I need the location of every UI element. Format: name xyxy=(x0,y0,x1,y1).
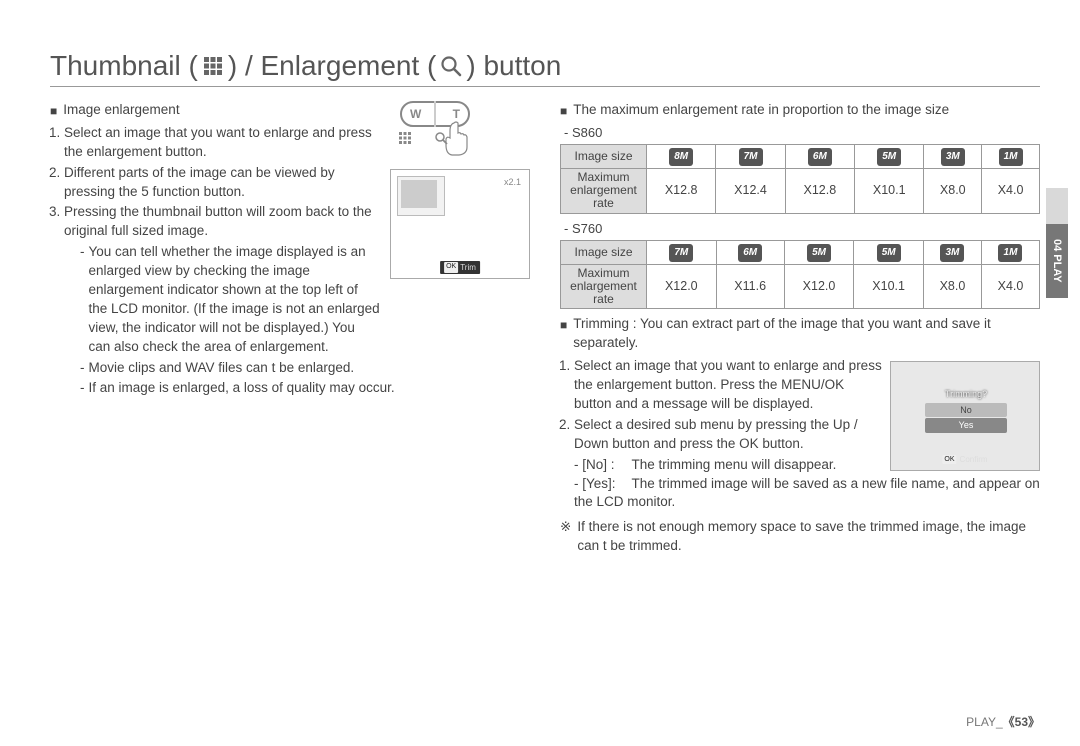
bullet-icon: ■ xyxy=(560,103,567,120)
thumbnail-grid-icon xyxy=(202,55,224,77)
rate-cell: X12.4 xyxy=(716,169,785,214)
lcd-trim-label: Trim xyxy=(460,262,476,273)
row-max-rate: Maximum enlargement rate xyxy=(561,264,647,309)
page-footer: PLAY_《53》 xyxy=(966,713,1040,730)
title-enlargement-text: ) / Enlargement ( xyxy=(228,50,437,82)
footer-section-label: PLAY_ xyxy=(966,715,1002,729)
rate-cell: X8.0 xyxy=(923,264,981,309)
wt-divider xyxy=(434,101,436,127)
size-icon: 3M xyxy=(941,148,965,166)
row-image-size: Image size xyxy=(561,145,647,169)
step-3: Pressing the thumbnail button will zoom … xyxy=(64,203,380,241)
size-icon: 6M xyxy=(738,244,762,262)
size-icon: 8M xyxy=(669,148,693,166)
enlargement-steps: Select an image that you want to enlarge… xyxy=(50,124,380,241)
trimming-confirm-bar: OK Confirm xyxy=(942,454,987,465)
page-title: Thumbnail ( ) / Enlargement ( ) button xyxy=(50,50,1040,87)
title-button-text: ) button xyxy=(466,50,561,82)
left-column: ■ Image enlargement Select an image that… xyxy=(50,101,530,556)
rate-cell: X12.0 xyxy=(784,264,854,309)
size-icon: 3M xyxy=(940,244,964,262)
size-icon: 7M xyxy=(739,148,763,166)
lcd-zoom-indicator: x2.1 xyxy=(504,176,521,189)
subnote-indicator: - You can tell whether the image display… xyxy=(70,243,380,356)
trim-sub-yes: - [Yes]: The trimmed image will be saved… xyxy=(574,475,1040,513)
model-s860-label: - S860 xyxy=(564,124,1040,142)
s860-table: Image size 8M 7M 6M 5M 3M 1M Maximum enl… xyxy=(560,144,1040,214)
note-mark: ※ xyxy=(560,518,571,556)
image-enlargement-heading: ■ Image enlargement xyxy=(50,101,380,120)
lcd-preview: x2.1 OK Trim xyxy=(390,169,530,279)
size-icon: 7M xyxy=(669,244,693,262)
trimming-option-yes: Yes xyxy=(925,418,1007,433)
subnote-quality-loss: - If an image is enlarged, a loss of qua… xyxy=(70,379,530,398)
heading-text: Image enlargement xyxy=(63,101,179,120)
bullet-icon: ■ xyxy=(50,103,57,120)
s760-table: Image size 7M 6M 5M 5M 3M 1M Maximum enl… xyxy=(560,240,1040,310)
rate-cell: X12.0 xyxy=(647,264,717,309)
trimming-question: Trimming? xyxy=(925,388,1007,401)
step-2: Different parts of the image can be view… xyxy=(64,164,380,202)
bullet-icon: ■ xyxy=(560,317,567,334)
size-icon: 5M xyxy=(877,244,901,262)
max-rate-heading: ■ The maximum enlargement rate in propor… xyxy=(560,101,1040,120)
right-column: ■ The maximum enlargement rate in propor… xyxy=(560,101,1040,556)
rate-cell: X10.1 xyxy=(855,169,924,214)
rate-cell: X12.8 xyxy=(647,169,716,214)
trim-ok-label: OK xyxy=(942,455,956,465)
side-tab-label: 04 PLAY xyxy=(1046,224,1068,298)
side-tab-spacer xyxy=(1046,188,1068,224)
lcd-ok-label: OK xyxy=(444,262,458,273)
rate-cell: X8.0 xyxy=(924,169,982,214)
trimming-lcd-preview: Trimming? No Yes OK Confirm xyxy=(890,361,1040,471)
subnote-no-movie: - Movie clips and WAV files can t be enl… xyxy=(70,359,530,378)
lcd-ok-trim: OK Trim xyxy=(440,261,480,274)
magnifier-icon xyxy=(440,55,462,77)
chapter-side-tab: 04 PLAY xyxy=(1046,188,1068,298)
rate-cell: X11.6 xyxy=(716,264,784,309)
size-icon: 6M xyxy=(808,148,832,166)
magnifier-small-icon xyxy=(434,131,448,145)
size-icon: 5M xyxy=(877,148,901,166)
wt-button-graphic: W T xyxy=(390,101,500,161)
rate-cell: X4.0 xyxy=(982,169,1040,214)
step-1: Select an image that you want to enlarge… xyxy=(64,124,380,162)
size-icon: 1M xyxy=(998,244,1022,262)
title-thumbnail-text: Thumbnail ( xyxy=(50,50,198,82)
size-icon: 5M xyxy=(807,244,831,262)
memory-note: ※ If there is not enough memory space to… xyxy=(560,518,1040,556)
row-max-rate: Maximum enlargement rate xyxy=(561,169,647,214)
wt-t-label: T xyxy=(453,106,460,123)
thumbnail-small-icon xyxy=(398,131,412,145)
trim-confirm-label: Confirm xyxy=(960,454,988,465)
rate-cell: X10.1 xyxy=(854,264,924,309)
trimming-option-no: No xyxy=(925,403,1007,418)
trimming-heading: ■ Trimming : You can extract part of the… xyxy=(560,315,1040,353)
rate-cell: X4.0 xyxy=(981,264,1039,309)
rate-cell: X12.8 xyxy=(785,169,854,214)
lcd-navigator-area xyxy=(401,180,437,208)
wt-w-label: W xyxy=(410,106,421,123)
size-icon: 1M xyxy=(999,148,1023,166)
model-s760-label: - S760 xyxy=(564,220,1040,238)
footer-page-number: 《53》 xyxy=(1003,715,1040,729)
row-image-size: Image size xyxy=(561,240,647,264)
